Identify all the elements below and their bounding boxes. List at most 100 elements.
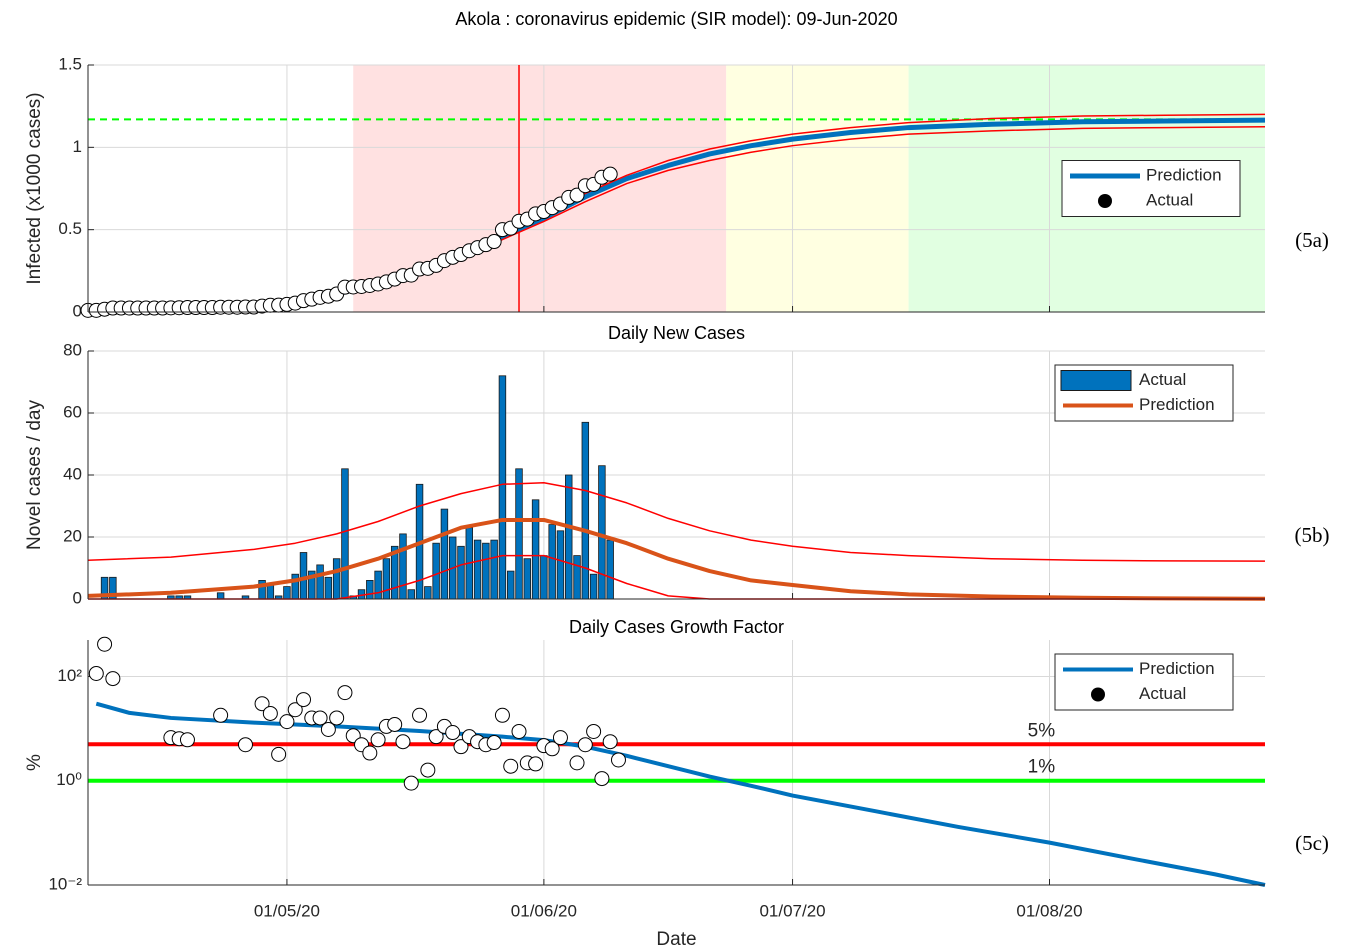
legend-label: Prediction: [1139, 395, 1215, 414]
panel: 0 0.5 1 1.5 Akola : coronavirus epidemic (SI…: [24, 9, 1329, 321]
y-tick-label: 0: [73, 301, 82, 320]
data-point: [602, 166, 618, 182]
y-tick-label: 20: [63, 526, 82, 545]
bar: [523, 558, 532, 600]
data-point: [586, 723, 602, 739]
data-point: [412, 707, 428, 723]
data-point: [387, 716, 403, 732]
data-point: [362, 745, 378, 761]
bar: [440, 508, 449, 600]
bar: [531, 499, 540, 600]
x-tick-label: 01/06/20: [511, 901, 577, 920]
y-tick-label: 1.5: [58, 54, 82, 73]
data-point: [312, 710, 328, 726]
y-tick-label: 10⁻²: [48, 874, 82, 893]
y-tick-label: 1: [73, 137, 82, 156]
legend-swatch: [1060, 370, 1132, 391]
panel-tag: (5b): [1295, 523, 1330, 547]
data-point: [403, 775, 419, 791]
data-point: [503, 758, 519, 774]
legend-label: Actual: [1139, 370, 1186, 389]
bar: [573, 555, 581, 600]
data-point: [337, 685, 353, 701]
panel-title: Daily New Cases: [608, 323, 745, 343]
data-point: [445, 725, 461, 741]
y-tick-label: 10⁰: [56, 770, 82, 789]
data-point: [486, 735, 502, 751]
data-point: [370, 732, 386, 748]
legend-label: Actual: [1146, 190, 1193, 209]
data-point: [594, 771, 610, 787]
bar: [606, 539, 614, 600]
bar: [507, 570, 515, 600]
bar: [216, 592, 225, 600]
y-axis-label: Infected (x1000 cases): [24, 92, 45, 284]
bar: [556, 530, 565, 600]
data-point: [610, 752, 626, 768]
x-tick-label: 01/07/20: [759, 901, 825, 920]
data-point: [569, 187, 585, 203]
data-point: [528, 756, 544, 772]
y-tick-label: 60: [63, 402, 82, 421]
y-tick-label: 10²: [57, 666, 82, 685]
y-tick-label: 0: [73, 588, 82, 607]
bar: [332, 558, 341, 600]
bar: [498, 375, 507, 600]
y-axis-label: Novel cases / day: [24, 400, 45, 550]
bar: [540, 555, 548, 600]
bar: [316, 564, 324, 600]
bar: [482, 542, 490, 600]
legend-label: Prediction: [1146, 165, 1222, 184]
data-point: [279, 714, 295, 730]
bar: [407, 589, 415, 600]
data-point: [428, 729, 444, 745]
x-axis-label: Date: [656, 929, 696, 950]
data-point: [486, 234, 502, 250]
y-tick-label: 0.5: [58, 219, 82, 238]
panel-tag: (5a): [1295, 228, 1329, 252]
panel: 01/05/20 01/06/20 01/07/20 01/08/20 10⁻² 10⁰ 1…: [24, 617, 1329, 950]
legend-label: Actual: [1139, 684, 1186, 703]
bar: [299, 552, 308, 600]
bar: [490, 539, 498, 600]
bar: [424, 586, 432, 600]
bar: [589, 573, 598, 600]
phase-region: [726, 65, 909, 312]
data-point: [329, 710, 345, 726]
y-tick-label: 80: [63, 340, 82, 359]
legend-swatch: [1091, 687, 1105, 702]
legend-box: [1061, 160, 1241, 217]
y-tick-label: 40: [63, 464, 82, 483]
bar: [366, 580, 374, 600]
bar: [341, 468, 349, 600]
panel-tag: (5c): [1295, 831, 1329, 855]
bar: [581, 421, 590, 600]
data-point: [179, 732, 195, 748]
data-point: [552, 730, 568, 746]
panel-title: Daily Cases Growth Factor: [569, 617, 784, 637]
x-tick-label: 01/05/20: [254, 901, 320, 920]
reference-label: 5%: [1028, 720, 1056, 741]
data-point: [511, 723, 527, 739]
data-point: [237, 737, 253, 753]
bar: [399, 533, 407, 600]
series-line: [87, 517, 1266, 601]
data-point: [494, 707, 510, 723]
data-point: [602, 734, 618, 750]
y-axis-label: %: [24, 754, 45, 771]
legend-box: [1054, 653, 1234, 711]
data-point: [287, 702, 303, 718]
data-point: [577, 737, 593, 753]
bar: [548, 524, 556, 600]
data-point: [213, 707, 229, 723]
data-point: [569, 755, 585, 771]
legend-swatch: [1098, 194, 1112, 208]
bar: [382, 558, 391, 600]
bar: [473, 539, 482, 600]
bar: [457, 545, 465, 600]
data-point: [395, 734, 411, 750]
data-point: [320, 722, 336, 738]
data-point: [262, 705, 278, 721]
series-line: [95, 701, 1266, 887]
reference-label: 1%: [1028, 757, 1056, 778]
